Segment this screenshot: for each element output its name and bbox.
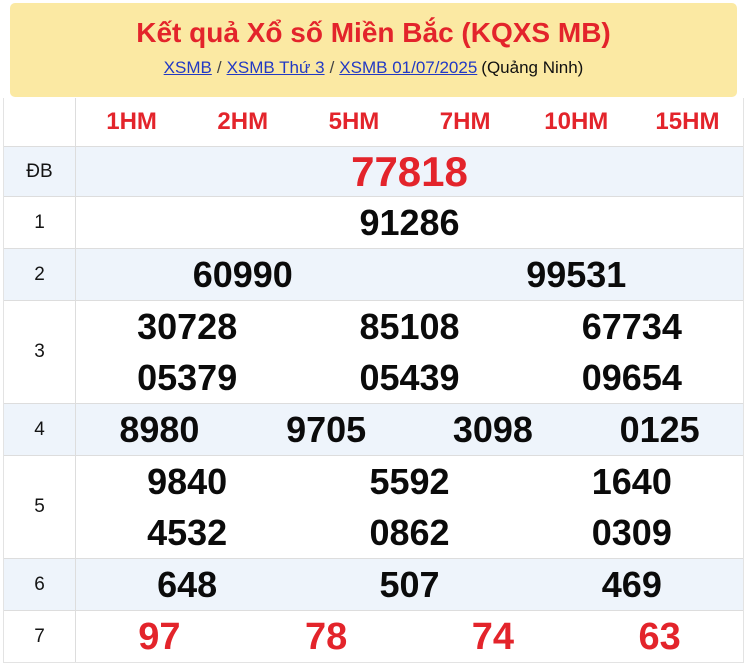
prize-row-label: 4 [4, 404, 76, 455]
prize-number: 85108 [359, 305, 460, 347]
prize-number: 05439 [359, 356, 460, 398]
prize-row-2: 2 60990 99531 [4, 248, 743, 300]
prize-number: 469 [601, 563, 662, 605]
prize-row-db: ĐB 77818 [4, 146, 743, 196]
prize-number: 74 [471, 615, 515, 658]
prize-number: 09654 [581, 356, 682, 398]
breadcrumb-separator: / [216, 58, 222, 77]
prize-number: 507 [379, 563, 440, 605]
prize-number: 9840 [147, 460, 228, 502]
prize-row-label: 5 [4, 456, 76, 558]
prize-number: 8980 [119, 408, 200, 450]
breadcrumb-link-weekday[interactable]: XSMB Thứ 3 [226, 58, 325, 77]
prize-number: 97 [138, 615, 181, 658]
prize-row-label: 3 [4, 301, 76, 403]
prize-row-label: ĐB [4, 147, 76, 196]
page-title: Kết quả Xổ số Miền Bắc (KQXS MB) [136, 17, 611, 48]
column-header-1hm: 1HM [106, 108, 157, 135]
breadcrumb: XSMB / XSMB Thứ 3/XSMB 01/07/2025 (Quảng Ni… [10, 57, 737, 79]
prize-row-4: 4 8980 9705 3098 0125 [4, 403, 743, 455]
prize-row-5: 5 9840 5592 1640 4532 0862 0309 [4, 455, 743, 558]
prize-number: 99531 [526, 253, 627, 295]
header-label-spacer [4, 98, 76, 146]
prize-number: 648 [157, 563, 218, 605]
column-header-10hm: 10HM [544, 108, 609, 135]
prize-number: 30728 [137, 305, 238, 347]
breadcrumb-link-date[interactable]: XSMB 01/07/2025 [339, 58, 478, 77]
prize-number: 3098 [452, 408, 533, 450]
prize-number: 78 [304, 615, 348, 658]
prize-row-label: 7 [4, 611, 76, 662]
prize-number: 05379 [137, 356, 238, 398]
prize-number: 67734 [581, 305, 682, 347]
breadcrumb-location: (Quảng Ninh) [481, 58, 584, 77]
prize-number: 0862 [369, 511, 450, 553]
prize-row-label: 1 [4, 197, 76, 248]
results-table: 1HM 2HM 5HM 7HM 10HM 15HM ĐB 77818 1 912… [3, 98, 744, 663]
prize-row-label: 2 [4, 249, 76, 300]
prize-row-1: 1 91286 [4, 196, 743, 248]
header-banner: Kết quả Xổ số Miền Bắc (KQXS MB) XSMB / XS… [10, 3, 737, 97]
prize-row-7: 7 97 78 74 63 [4, 610, 743, 662]
column-header-5hm: 5HM [328, 108, 380, 135]
prize-number: 60990 [192, 253, 293, 295]
column-header-7hm: 7HM [439, 108, 491, 135]
prize-number: 4532 [147, 511, 228, 553]
prize-row-3: 3 30728 85108 67734 05379 05439 09654 [4, 300, 743, 403]
prize-number: 5592 [369, 460, 450, 502]
breadcrumb-separator: / [329, 58, 335, 77]
prize-row-label: 6 [4, 559, 76, 610]
prize-number: 9705 [286, 408, 367, 450]
prize-number: 0309 [591, 511, 672, 553]
prize-number: 1640 [591, 460, 672, 502]
column-header-2hm: 2HM [217, 108, 269, 135]
prize-row-6: 6 648 507 469 [4, 558, 743, 610]
table-header-row: 1HM 2HM 5HM 7HM 10HM 15HM [4, 98, 743, 146]
prize-number: 63 [638, 615, 681, 658]
column-header-15hm: 15HM [655, 108, 720, 135]
prize-number: 0125 [619, 408, 700, 450]
breadcrumb-link-xsmb[interactable]: XSMB [163, 58, 212, 77]
prize-number: 91286 [359, 201, 460, 243]
prize-number: 77818 [351, 147, 468, 195]
